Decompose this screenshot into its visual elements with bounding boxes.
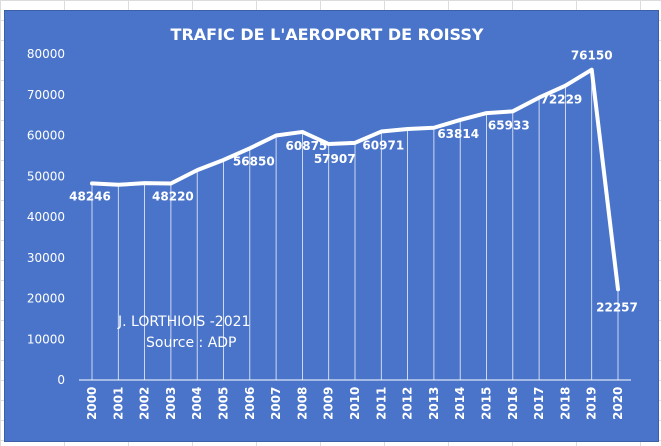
y-tick-label: 70000 <box>27 88 65 102</box>
x-tick-label: 2005 <box>217 387 231 420</box>
x-tick-label: 2010 <box>348 387 362 420</box>
x-tick-label: 2013 <box>427 387 441 420</box>
x-tick-label: 2018 <box>558 387 572 420</box>
data-label: 65933 <box>488 118 530 132</box>
data-label: 72229 <box>541 93 583 107</box>
data-point <box>274 134 278 137</box>
data-label: 63814 <box>437 127 479 141</box>
y-tick-label: 0 <box>57 373 65 387</box>
chart-title: TRAFIC DE L'AEROPORT DE ROISSY <box>171 25 484 44</box>
data-point <box>406 127 410 131</box>
x-tick-label: 2001 <box>111 387 125 420</box>
data-point <box>379 130 383 134</box>
y-tick-label: 50000 <box>27 169 65 183</box>
y-tick-label: 30000 <box>27 251 65 265</box>
drop-lines <box>91 69 619 380</box>
x-tick-label: 2017 <box>532 387 546 420</box>
data-point <box>90 181 94 185</box>
x-tick-label: 2007 <box>269 387 283 420</box>
data-point <box>195 168 199 172</box>
data-point <box>327 142 331 146</box>
x-tick-label: 2004 <box>190 387 204 420</box>
x-tick-label: 2012 <box>401 387 415 420</box>
data-label: 48246 <box>69 189 111 203</box>
x-tick-label: 2016 <box>506 387 520 420</box>
x-axis: 2000 2001 2002 2003 2004 2005 2006 2007 2008 2009… <box>79 379 631 420</box>
x-tick-label: 2002 <box>138 387 152 420</box>
x-tick-label: 2019 <box>585 387 599 420</box>
data-point <box>485 111 488 115</box>
source-annotation: Source : ADP <box>146 335 237 351</box>
data-point <box>432 126 436 130</box>
x-tick-label: 2008 <box>295 387 309 420</box>
y-tick-label: 60000 <box>27 129 65 143</box>
data-point <box>222 158 225 162</box>
data-point <box>353 141 357 145</box>
y-tick-label: 10000 <box>27 332 65 346</box>
data-point <box>169 182 173 186</box>
series <box>90 67 620 292</box>
data-point <box>563 84 567 88</box>
y-tick-label: 20000 <box>27 292 65 306</box>
chart-area[interactable] <box>4 10 659 442</box>
data-point <box>143 181 147 185</box>
data-point <box>590 68 594 72</box>
data-label: 57907 <box>314 152 356 166</box>
x-tick-label: 2020 <box>611 387 625 420</box>
author-annotation: J. LORTHIOIS -2021 <box>117 314 250 330</box>
data-point <box>300 130 304 134</box>
data-label: 76150 <box>571 49 613 63</box>
y-tick-label: 80000 <box>27 47 65 61</box>
data-label: 22257 <box>596 300 638 314</box>
data-point <box>616 287 620 291</box>
x-tick-label: 2000 <box>85 387 99 420</box>
y-axis: 0 10000 20000 30000 40000 50000 60000 70000 8000… <box>27 47 65 387</box>
data-label: 60875 <box>286 139 328 153</box>
x-tick-label: 2015 <box>480 387 494 420</box>
data-point <box>116 183 120 187</box>
data-point <box>248 146 252 150</box>
x-tick-label: 2014 <box>453 387 467 420</box>
x-tick-label: 2003 <box>164 387 178 420</box>
data-label: 60971 <box>362 139 404 153</box>
data-point <box>511 109 515 113</box>
y-tick-label: 40000 <box>27 210 65 224</box>
data-label: 56850 <box>233 154 275 168</box>
x-tick-label: 2006 <box>243 387 257 420</box>
x-tick-label: 2009 <box>322 387 336 420</box>
x-tick-label: 2011 <box>374 387 388 420</box>
data-point <box>458 118 462 122</box>
data-label: 48220 <box>152 190 194 204</box>
data-point <box>537 96 541 100</box>
